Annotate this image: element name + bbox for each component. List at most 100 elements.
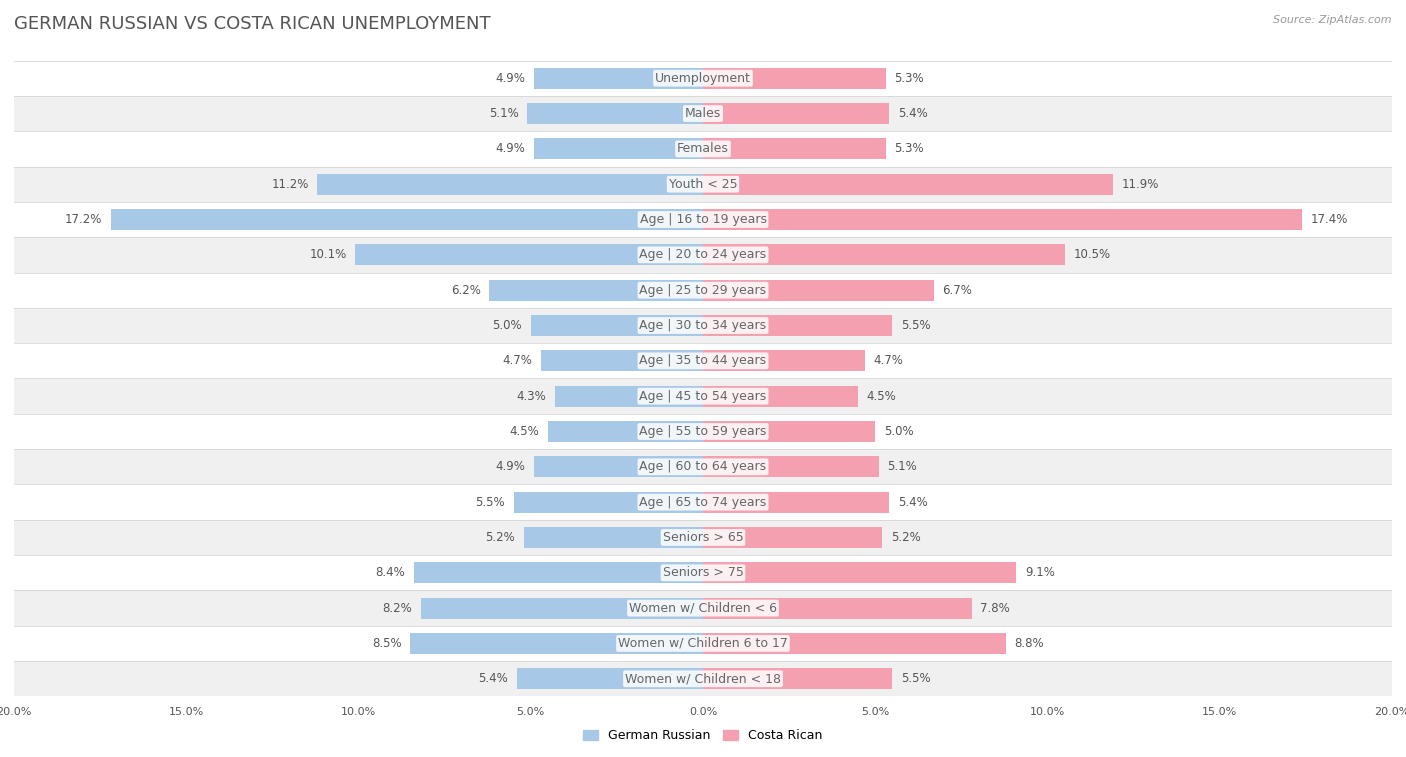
Text: 5.3%: 5.3% [894, 142, 924, 155]
Text: Age | 55 to 59 years: Age | 55 to 59 years [640, 425, 766, 438]
Text: Unemployment: Unemployment [655, 72, 751, 85]
Text: 5.3%: 5.3% [894, 72, 924, 85]
Bar [411, 633, 703, 654]
Text: 11.9%: 11.9% [1122, 178, 1159, 191]
Bar [111, 209, 703, 230]
Bar [489, 279, 703, 301]
Text: 5.5%: 5.5% [901, 672, 931, 685]
Text: Females: Females [678, 142, 728, 155]
Bar [14, 484, 1392, 520]
Bar [703, 633, 1007, 654]
Bar [14, 449, 1392, 484]
Text: Age | 35 to 44 years: Age | 35 to 44 years [640, 354, 766, 367]
Text: Age | 16 to 19 years: Age | 16 to 19 years [640, 213, 766, 226]
Bar [14, 202, 1392, 237]
Text: Age | 25 to 29 years: Age | 25 to 29 years [640, 284, 766, 297]
Bar [14, 661, 1392, 696]
Text: Women w/ Children < 18: Women w/ Children < 18 [626, 672, 780, 685]
Bar [534, 456, 703, 478]
Bar [548, 421, 703, 442]
Text: 10.1%: 10.1% [309, 248, 346, 261]
Bar [524, 527, 703, 548]
Bar [703, 173, 1114, 195]
Text: 4.7%: 4.7% [502, 354, 533, 367]
Text: 8.5%: 8.5% [373, 637, 402, 650]
Bar [703, 597, 972, 618]
Text: 5.5%: 5.5% [475, 496, 505, 509]
Text: 4.9%: 4.9% [496, 460, 526, 473]
Text: Males: Males [685, 107, 721, 120]
Bar [703, 67, 886, 89]
Bar [703, 527, 882, 548]
Bar [318, 173, 703, 195]
Text: 9.1%: 9.1% [1025, 566, 1054, 579]
Bar [703, 668, 893, 690]
Text: 8.2%: 8.2% [382, 602, 412, 615]
Text: 5.5%: 5.5% [901, 319, 931, 332]
Text: 5.4%: 5.4% [897, 496, 928, 509]
Text: GERMAN RUSSIAN VS COSTA RICAN UNEMPLOYMENT: GERMAN RUSSIAN VS COSTA RICAN UNEMPLOYME… [14, 15, 491, 33]
Text: 4.3%: 4.3% [516, 390, 547, 403]
Bar [703, 139, 886, 160]
Bar [703, 279, 934, 301]
Bar [14, 167, 1392, 202]
Text: 7.8%: 7.8% [980, 602, 1010, 615]
Bar [703, 315, 893, 336]
Text: 8.8%: 8.8% [1015, 637, 1045, 650]
Text: 5.2%: 5.2% [485, 531, 515, 544]
Bar [703, 456, 879, 478]
Bar [531, 315, 703, 336]
Text: 17.4%: 17.4% [1310, 213, 1348, 226]
Text: 5.1%: 5.1% [489, 107, 519, 120]
Text: 11.2%: 11.2% [271, 178, 308, 191]
Text: 5.0%: 5.0% [492, 319, 522, 332]
Text: Age | 20 to 24 years: Age | 20 to 24 years [640, 248, 766, 261]
Bar [14, 626, 1392, 661]
Bar [14, 308, 1392, 343]
Bar [517, 668, 703, 690]
Text: 4.5%: 4.5% [866, 390, 897, 403]
Bar [703, 209, 1302, 230]
Text: 17.2%: 17.2% [65, 213, 101, 226]
Bar [14, 61, 1392, 96]
Bar [703, 385, 858, 407]
Bar [14, 378, 1392, 414]
Bar [703, 103, 889, 124]
Text: 4.9%: 4.9% [496, 142, 526, 155]
Text: Age | 45 to 54 years: Age | 45 to 54 years [640, 390, 766, 403]
Text: 8.4%: 8.4% [375, 566, 405, 579]
Text: 6.7%: 6.7% [942, 284, 973, 297]
Bar [14, 555, 1392, 590]
Text: Women w/ Children 6 to 17: Women w/ Children 6 to 17 [619, 637, 787, 650]
Bar [14, 96, 1392, 131]
Bar [513, 491, 703, 512]
Bar [527, 103, 703, 124]
Bar [703, 350, 865, 372]
Bar [420, 597, 703, 618]
Bar [14, 590, 1392, 626]
Bar [534, 67, 703, 89]
Bar [555, 385, 703, 407]
Text: 5.4%: 5.4% [897, 107, 928, 120]
Bar [703, 245, 1064, 266]
Bar [541, 350, 703, 372]
Text: Seniors > 65: Seniors > 65 [662, 531, 744, 544]
Text: 5.1%: 5.1% [887, 460, 917, 473]
Text: Youth < 25: Youth < 25 [669, 178, 737, 191]
Bar [14, 237, 1392, 273]
Text: Age | 65 to 74 years: Age | 65 to 74 years [640, 496, 766, 509]
Text: Source: ZipAtlas.com: Source: ZipAtlas.com [1274, 15, 1392, 25]
Text: 5.2%: 5.2% [891, 531, 921, 544]
Bar [703, 421, 875, 442]
Bar [14, 343, 1392, 378]
Text: 5.4%: 5.4% [478, 672, 509, 685]
Text: Age | 60 to 64 years: Age | 60 to 64 years [640, 460, 766, 473]
Bar [413, 562, 703, 584]
Text: 5.0%: 5.0% [884, 425, 914, 438]
Bar [703, 491, 889, 512]
Text: 4.7%: 4.7% [873, 354, 904, 367]
Bar [14, 520, 1392, 555]
Text: Seniors > 75: Seniors > 75 [662, 566, 744, 579]
Text: Age | 30 to 34 years: Age | 30 to 34 years [640, 319, 766, 332]
Bar [14, 414, 1392, 449]
